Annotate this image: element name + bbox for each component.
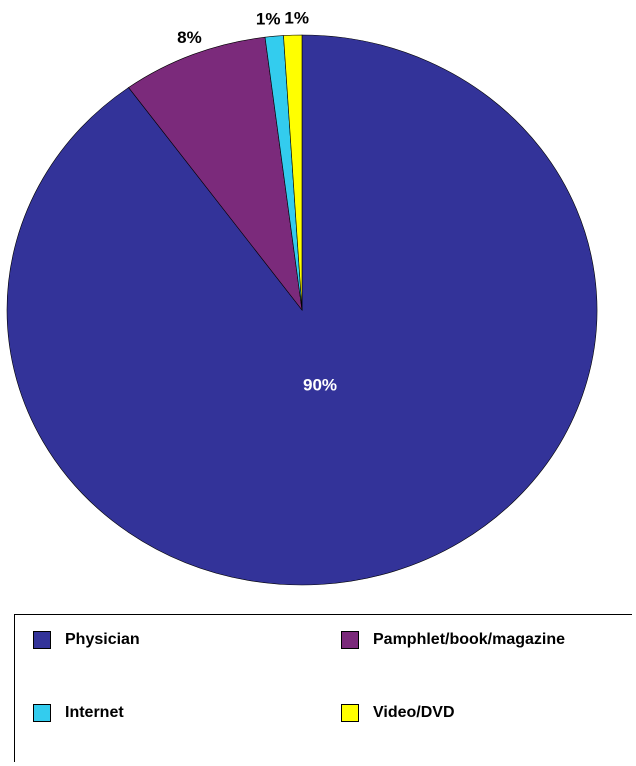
legend-label-pamphlet: Pamphlet/book/magazine [373, 631, 566, 648]
legend-swatch-video [341, 704, 359, 722]
legend-item-pamphlet: Pamphlet/book/magazine [341, 631, 565, 649]
pie-slice-pamphlet-book-magazine [128, 36, 303, 312]
legend-label-video: Video/DVD [373, 704, 455, 721]
legend-swatch-internet [33, 704, 51, 722]
legend-label-physician: Physician [65, 631, 140, 648]
legend-item-video: Video/DVD [341, 704, 455, 722]
pie-label-physician: 90% [303, 375, 337, 394]
pie-label-pamphlet-book-magazine: 8% [177, 28, 202, 47]
chart-legend: Physician Pamphlet/book/magazine Interne… [14, 614, 632, 762]
legend-item-physician: Physician [33, 631, 140, 649]
legend-swatch-pamphlet [341, 631, 359, 649]
pie-label-video-dvd: 1% [284, 9, 309, 28]
pie-label-internet: 1% [256, 10, 281, 29]
pie-chart: 90% 8% 1% 1% [6, 9, 598, 586]
pie-labels: 90% 8% 1% 1% [177, 9, 337, 395]
legend-item-internet: Internet [33, 704, 124, 722]
legend-swatch-physician [33, 631, 51, 649]
legend-label-internet: Internet [65, 704, 124, 721]
pie-slice-video-dvd [283, 34, 303, 311]
pie-slices [6, 34, 598, 586]
